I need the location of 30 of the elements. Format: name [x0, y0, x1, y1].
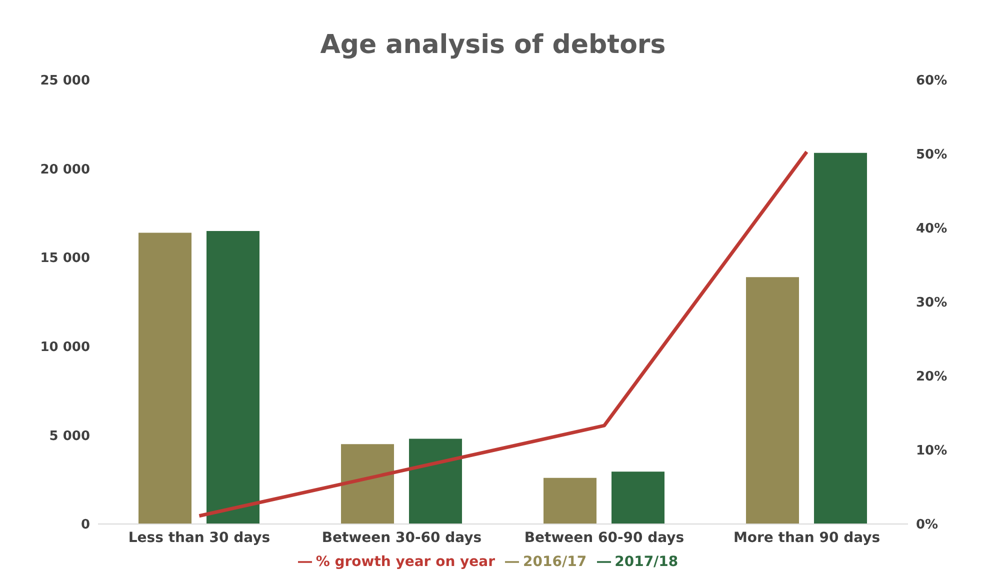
- legend-label: 2016/17: [523, 554, 587, 570]
- bar: [409, 438, 462, 524]
- bar: [206, 230, 260, 524]
- y2-tick-label: 30%: [916, 296, 948, 311]
- y-tick-label: 0: [80, 518, 90, 533]
- y-tick-label: 15 000: [40, 251, 90, 266]
- bar: [612, 472, 664, 524]
- x-tick-label: Between 60-90 days: [524, 530, 684, 546]
- y2-tick-label: 50%: [916, 148, 948, 163]
- line-series: [198, 150, 808, 518]
- bar: [746, 277, 799, 524]
- y2-tick-label: 10%: [916, 444, 948, 459]
- legend-label: 2017/18: [614, 554, 678, 570]
- y2-tick-label: 20%: [916, 370, 948, 385]
- y2-tick-label: 0%: [916, 518, 938, 533]
- y-tick-label: 5 000: [49, 428, 90, 444]
- y2-tick-label: 60%: [916, 74, 948, 89]
- bar: [544, 478, 596, 524]
- chart-title: Age analysis of debtors: [319, 29, 667, 62]
- x-tick-label: Less than 30 days: [128, 530, 270, 546]
- y2-tick-label: 40%: [916, 222, 948, 237]
- y-tick-label: 20 000: [40, 162, 90, 178]
- x-tick-label: More than 90 days: [733, 530, 880, 546]
- x-tick-label: Between 30-60 days: [322, 530, 482, 546]
- legend-label: % growth year on year: [316, 554, 496, 570]
- bar: [814, 152, 867, 524]
- bar: [138, 232, 192, 524]
- bar: [341, 444, 394, 524]
- y-tick-label: 10 000: [40, 340, 90, 356]
- y-tick-label: 25 000: [40, 74, 90, 89]
